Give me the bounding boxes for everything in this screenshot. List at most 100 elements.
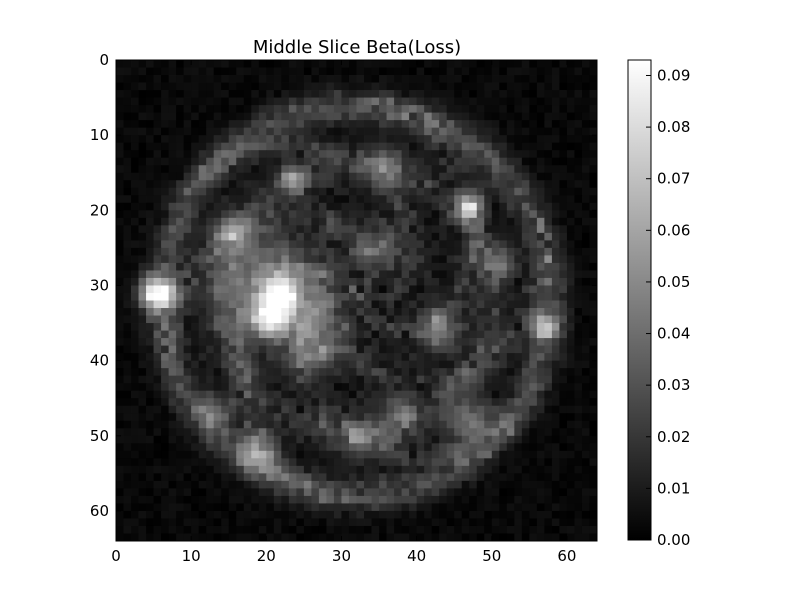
heatmap-cell	[371, 383, 380, 392]
heatmap-cell	[116, 503, 124, 512]
heatmap-cell	[153, 180, 162, 189]
heatmap-cell	[333, 390, 342, 399]
heatmap-cell	[454, 383, 463, 392]
heatmap-cell	[439, 240, 448, 249]
heatmap-cell	[146, 142, 154, 151]
heatmap-cell	[183, 195, 192, 204]
heatmap-cell	[191, 172, 200, 181]
heatmap-cell	[476, 480, 485, 489]
heatmap-cell	[116, 67, 124, 76]
heatmap-cell	[198, 150, 207, 159]
heatmap-cell	[409, 292, 418, 301]
heatmap-cell	[409, 135, 418, 144]
heatmap-cell	[116, 360, 124, 369]
heatmap-cell	[311, 308, 320, 316]
heatmap-cell	[206, 488, 215, 497]
heatmap-cell	[303, 345, 312, 354]
heatmap-cell	[409, 420, 418, 429]
heatmap-cell	[461, 375, 470, 384]
heatmap-cell	[394, 375, 402, 384]
heatmap-cell	[326, 345, 335, 354]
heatmap-cell	[123, 533, 132, 542]
heatmap-cell	[409, 353, 418, 362]
heatmap-cell	[243, 443, 252, 452]
heatmap-cell	[341, 90, 350, 98]
heatmap-cell	[461, 330, 470, 339]
heatmap-cell	[566, 75, 575, 83]
heatmap-cell	[484, 90, 493, 98]
heatmap-cell	[544, 75, 553, 83]
heatmap-cell	[206, 443, 215, 452]
heatmap-cell	[589, 495, 598, 504]
heatmap-cell	[243, 127, 252, 136]
heatmap-cell	[341, 443, 350, 452]
heatmap-cell	[191, 443, 200, 452]
heatmap-cell	[446, 518, 455, 527]
heatmap-cell	[228, 60, 237, 68]
heatmap-cell	[258, 495, 267, 504]
heatmap-cell	[491, 480, 500, 489]
heatmap-cell	[318, 458, 327, 467]
heatmap-cell	[559, 488, 568, 497]
heatmap-cell	[168, 232, 177, 241]
heatmap-cell	[506, 105, 515, 114]
heatmap-cell	[559, 97, 568, 106]
heatmap-cell	[484, 105, 493, 114]
heatmap-cell	[491, 225, 500, 234]
heatmap-cell	[416, 75, 425, 83]
heatmap-cell	[161, 390, 170, 399]
heatmap-cell	[559, 67, 568, 76]
heatmap-cell	[273, 450, 282, 459]
heatmap-cell	[341, 450, 350, 459]
heatmap-cell	[348, 285, 357, 294]
heatmap-cell	[559, 368, 568, 377]
heatmap-cell	[574, 150, 583, 159]
heatmap-cell	[499, 510, 508, 519]
heatmap-cell	[191, 398, 200, 407]
heatmap-cell	[213, 465, 222, 474]
heatmap-cell	[566, 495, 575, 504]
heatmap-cell	[371, 105, 380, 114]
heatmap-cell	[364, 353, 372, 362]
heatmap-cell	[258, 292, 267, 301]
heatmap-cell	[514, 503, 523, 512]
heatmap-cell	[581, 488, 590, 497]
heatmap-cell	[258, 180, 267, 189]
heatmap-cell	[318, 375, 327, 384]
heatmap-cell	[536, 60, 545, 68]
heatmap-cell	[439, 285, 448, 294]
heatmap-cell	[356, 210, 365, 219]
heatmap-cell	[521, 120, 530, 129]
heatmap-cell	[138, 488, 147, 497]
heatmap-cell	[461, 398, 470, 407]
heatmap-cell	[213, 375, 222, 384]
heatmap-cell	[318, 495, 327, 504]
heatmap-cell	[281, 413, 290, 422]
heatmap-cell	[364, 435, 372, 444]
heatmap-cell	[311, 97, 320, 106]
heatmap-cell	[326, 255, 335, 264]
heatmap-cell	[379, 503, 387, 512]
heatmap-cell	[318, 533, 327, 542]
heatmap-cell	[348, 300, 357, 309]
heatmap-cell	[288, 165, 297, 174]
heatmap-cell	[409, 383, 418, 392]
heatmap-cell	[251, 458, 260, 467]
heatmap-cell	[536, 142, 545, 151]
heatmap-cell	[356, 390, 365, 399]
heatmap-cell	[469, 277, 478, 286]
heatmap-cell	[514, 270, 523, 279]
heatmap-cell	[379, 458, 387, 467]
heatmap-cell	[536, 450, 545, 459]
heatmap-cell	[589, 308, 598, 316]
heatmap-cell	[123, 135, 132, 144]
heatmap-cell	[176, 157, 185, 166]
heatmap-cell	[559, 277, 568, 286]
heatmap-cell	[529, 450, 538, 459]
heatmap-cell	[318, 262, 327, 271]
heatmap-cell	[236, 285, 245, 294]
heatmap-cell	[379, 480, 387, 489]
heatmap-cell	[318, 90, 327, 98]
heatmap-cell	[371, 420, 380, 429]
heatmap-cell	[213, 262, 222, 271]
